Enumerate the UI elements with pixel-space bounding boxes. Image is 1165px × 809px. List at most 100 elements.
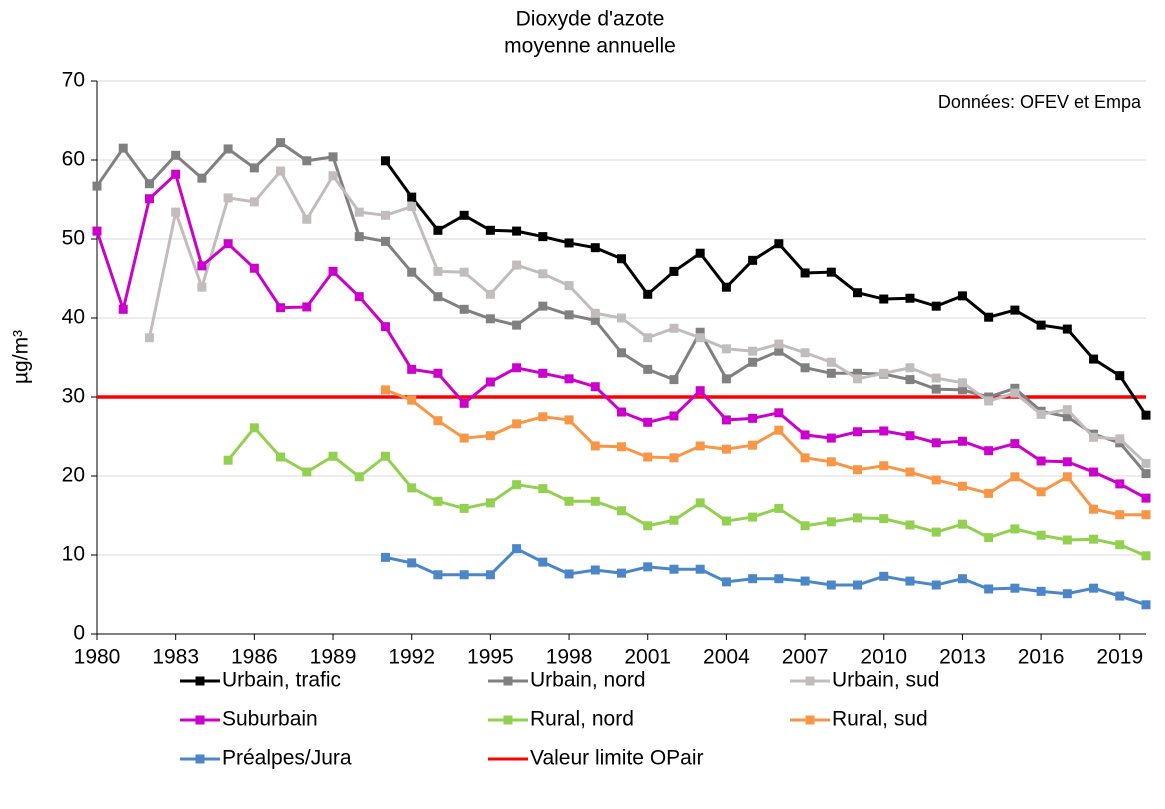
marker: [826, 267, 836, 277]
x-tick-label: 2016: [1018, 646, 1065, 669]
legend-marker: [503, 715, 513, 725]
marker: [669, 266, 679, 276]
marker: [171, 150, 181, 160]
marker: [197, 261, 207, 271]
marker: [748, 574, 758, 584]
marker: [774, 503, 784, 513]
y-tick-label: 20: [62, 464, 85, 487]
marker: [485, 431, 495, 441]
marker: [223, 193, 233, 203]
marker: [853, 427, 863, 437]
marker: [1089, 583, 1099, 593]
marker: [984, 533, 994, 543]
marker: [276, 452, 286, 462]
marker: [931, 580, 941, 590]
marker: [118, 143, 128, 153]
legend-marker: [195, 676, 205, 686]
marker: [1115, 479, 1125, 489]
marker: [721, 516, 731, 526]
marker: [590, 382, 600, 392]
marker: [407, 192, 417, 202]
marker: [695, 441, 705, 451]
marker: [643, 562, 653, 572]
y-tick-label: 60: [62, 148, 85, 171]
marker: [1115, 591, 1125, 601]
marker: [459, 570, 469, 580]
marker: [564, 374, 574, 384]
legend-label: Suburbain: [222, 708, 318, 731]
marker: [380, 236, 390, 246]
marker: [144, 194, 154, 204]
marker: [512, 419, 522, 429]
marker: [774, 239, 784, 249]
marker: [1062, 324, 1072, 334]
marker: [407, 395, 417, 405]
marker: [1062, 589, 1072, 599]
marker: [957, 436, 967, 446]
marker: [380, 322, 390, 332]
legend-label: Rural, nord: [530, 708, 634, 731]
marker: [223, 144, 233, 154]
marker: [984, 488, 994, 498]
y-tick-label: 70: [62, 69, 85, 92]
marker: [879, 368, 889, 378]
marker: [1010, 439, 1020, 449]
legend-label: Valeur limite OPair: [530, 747, 704, 770]
marker: [354, 232, 364, 242]
marker: [171, 169, 181, 179]
marker: [512, 226, 522, 236]
marker: [1089, 504, 1099, 514]
marker: [1141, 410, 1151, 420]
marker: [669, 564, 679, 574]
marker: [564, 415, 574, 425]
marker: [485, 570, 495, 580]
marker: [1089, 432, 1099, 442]
marker: [879, 571, 889, 581]
marker: [826, 517, 836, 527]
marker: [538, 557, 548, 567]
marker: [302, 467, 312, 477]
marker: [1036, 487, 1046, 497]
marker: [276, 138, 286, 148]
marker: [1010, 383, 1020, 393]
marker: [407, 483, 417, 493]
marker: [748, 413, 758, 423]
marker: [197, 282, 207, 292]
marker: [1141, 493, 1151, 503]
marker: [643, 333, 653, 343]
marker: [328, 266, 338, 276]
marker: [957, 574, 967, 584]
marker: [617, 568, 626, 578]
marker: [853, 374, 863, 384]
marker: [800, 521, 810, 531]
marker: [826, 357, 836, 367]
marker: [512, 544, 522, 554]
marker: [617, 442, 626, 452]
marker: [905, 363, 915, 373]
marker: [800, 363, 810, 373]
marker: [721, 415, 731, 425]
marker: [459, 433, 469, 443]
marker: [879, 426, 889, 436]
series-line: [385, 546, 1147, 607]
legend-label: Urbain, sud: [832, 669, 939, 692]
marker: [1036, 320, 1046, 330]
marker: [197, 173, 207, 183]
marker: [617, 313, 626, 323]
legend-marker: [195, 715, 205, 725]
marker: [538, 232, 548, 242]
marker: [590, 315, 600, 325]
marker: [564, 569, 574, 579]
marker: [669, 453, 679, 463]
marker: [433, 368, 443, 378]
legend-marker: [195, 754, 205, 764]
marker: [931, 373, 941, 383]
x-tick-label: 1992: [388, 646, 435, 669]
marker: [643, 364, 653, 374]
marker: [223, 239, 233, 249]
marker: [302, 156, 312, 166]
marker: [538, 269, 548, 279]
marker: [774, 346, 784, 356]
marker: [617, 506, 626, 516]
